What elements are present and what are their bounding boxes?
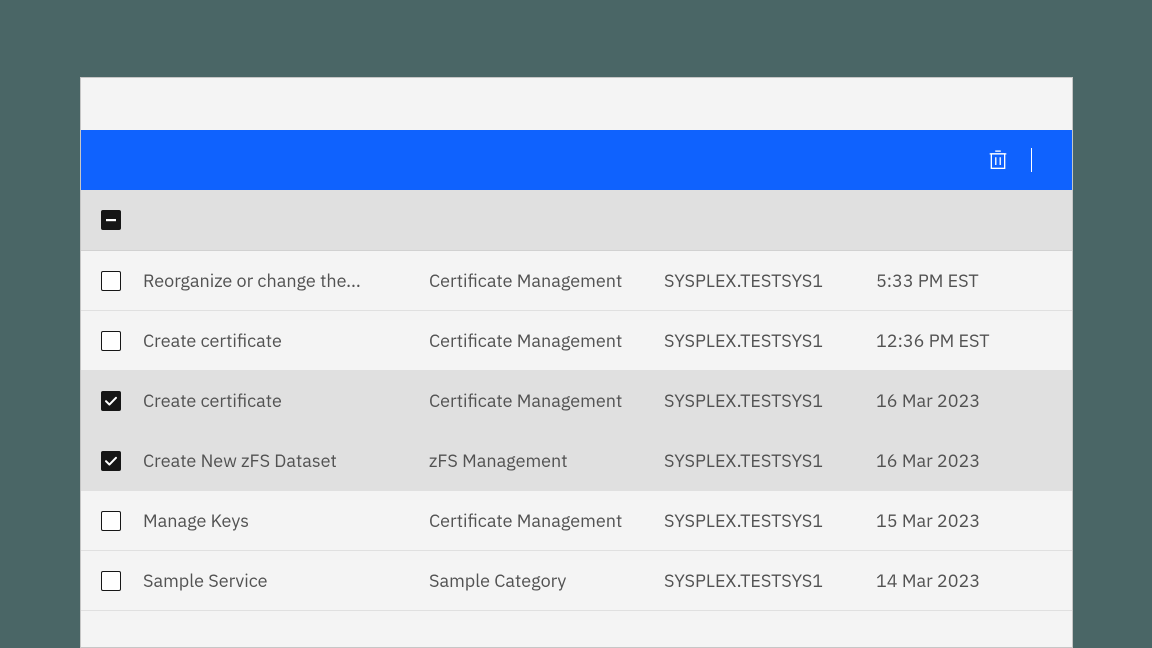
row-checkbox[interactable] <box>101 511 121 531</box>
check-icon <box>104 454 118 468</box>
cell-service: Create certificate <box>143 389 429 412</box>
table-body: Reorganize or change the...Certificate M… <box>81 251 1072 611</box>
batch-action-bar <box>81 130 1072 190</box>
cell-category: Certificate Management <box>429 269 664 292</box>
row-checkbox[interactable] <box>101 451 121 471</box>
cell-sysplex: SYSPLEX.TESTSYS1 <box>664 389 876 412</box>
select-all-checkbox[interactable] <box>101 210 121 230</box>
table-header-row <box>81 190 1072 251</box>
cell-sysplex: SYSPLEX.TESTSYS1 <box>664 449 876 472</box>
cell-modified: 12:36 PM EST <box>876 329 1052 352</box>
cell-modified: 16 Mar 2023 <box>876 389 1052 412</box>
drafts-panel: Reorganize or change the...Certificate M… <box>80 77 1073 648</box>
header-checkbox-cell <box>101 210 143 230</box>
table-row[interactable]: Reorganize or change the...Certificate M… <box>81 251 1072 311</box>
cell-category: zFS Management <box>429 449 664 472</box>
table-row[interactable]: Create certificateCertificate Management… <box>81 311 1072 371</box>
table-row[interactable]: Sample ServiceSample CategorySYSPLEX.TES… <box>81 551 1072 611</box>
cell-service: Create certificate <box>143 329 429 352</box>
row-checkbox-cell <box>101 271 143 291</box>
action-divider <box>1031 148 1032 172</box>
check-icon <box>104 394 118 408</box>
panel-header <box>81 78 1072 130</box>
row-checkbox-cell <box>101 331 143 351</box>
row-checkbox[interactable] <box>101 571 121 591</box>
table-row[interactable]: Manage KeysCertificate ManagementSYSPLEX… <box>81 491 1072 551</box>
delete-button[interactable] <box>975 150 1011 170</box>
cell-sysplex: SYSPLEX.TESTSYS1 <box>664 269 876 292</box>
cell-modified: 5:33 PM EST <box>876 269 1052 292</box>
cell-service: Sample Service <box>143 569 429 592</box>
cell-modified: 16 Mar 2023 <box>876 449 1052 472</box>
cell-category: Certificate Management <box>429 509 664 532</box>
cell-sysplex: SYSPLEX.TESTSYS1 <box>664 569 876 592</box>
cell-service: Manage Keys <box>143 509 429 532</box>
batch-actions <box>975 148 1052 172</box>
row-checkbox-cell <box>101 511 143 531</box>
cell-category: Certificate Management <box>429 389 664 412</box>
row-checkbox[interactable] <box>101 331 121 351</box>
cell-category: Sample Category <box>429 569 664 592</box>
row-checkbox[interactable] <box>101 271 121 291</box>
cell-sysplex: SYSPLEX.TESTSYS1 <box>664 509 876 532</box>
cell-sysplex: SYSPLEX.TESTSYS1 <box>664 329 876 352</box>
indeterminate-icon <box>105 214 117 226</box>
trash-icon <box>989 150 1007 170</box>
row-checkbox-cell <box>101 451 143 471</box>
cell-service: Reorganize or change the... <box>143 269 429 292</box>
row-checkbox-cell <box>101 391 143 411</box>
row-checkbox-cell <box>101 571 143 591</box>
row-checkbox[interactable] <box>101 391 121 411</box>
cell-modified: 15 Mar 2023 <box>876 509 1052 532</box>
cell-modified: 14 Mar 2023 <box>876 569 1052 592</box>
table-row[interactable]: Create New zFS DatasetzFS ManagementSYSP… <box>81 431 1072 491</box>
cell-category: Certificate Management <box>429 329 664 352</box>
table-row[interactable]: Create certificateCertificate Management… <box>81 371 1072 431</box>
cell-service: Create New zFS Dataset <box>143 449 429 472</box>
